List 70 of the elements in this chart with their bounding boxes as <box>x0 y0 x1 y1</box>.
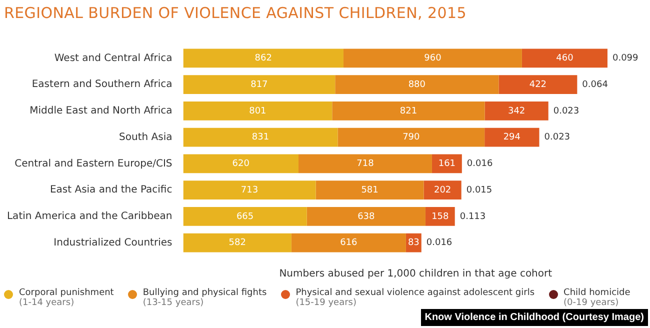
bar <box>432 154 462 174</box>
bar <box>335 75 499 94</box>
y-tick-label: East Asia and the Pacific <box>50 184 172 196</box>
bar <box>306 206 426 226</box>
data-label: 817 <box>250 80 268 90</box>
bar <box>183 206 307 226</box>
bar <box>424 180 462 200</box>
legend-label: Bullying and physical fights (13-15 years) <box>142 288 267 308</box>
data-label: 801 <box>249 106 266 116</box>
data-label: 0.113 <box>460 212 486 222</box>
data-label: 0.099 <box>612 54 639 64</box>
data-label: 0.015 <box>466 185 492 196</box>
bar <box>183 48 344 68</box>
bar <box>332 101 485 120</box>
y-tick-label: West and Central Africa <box>54 52 172 64</box>
data-label: 581 <box>361 185 378 196</box>
legend-label: Child homicide (0-19 years) <box>564 288 630 308</box>
x-axis-title: Numbers abused per 1,000 children in that age cohort <box>279 268 552 280</box>
y-tick-label: South Asia <box>119 132 172 143</box>
data-label: 0.023 <box>553 106 580 116</box>
data-label: 713 <box>240 185 258 196</box>
bar <box>484 128 540 147</box>
data-label: 0.016 <box>426 238 452 248</box>
data-label: 831 <box>252 132 270 143</box>
data-label: 582 <box>228 238 246 248</box>
bar <box>183 101 332 120</box>
legend-label: Physical and sexual violence against adolescent girls (15-19 years) <box>296 288 535 308</box>
data-label: 422 <box>529 80 547 90</box>
data-label: 880 <box>408 80 426 90</box>
legend-label: Corporal punishment (1-14 years) <box>19 288 114 308</box>
data-label: 294 <box>503 132 521 143</box>
bar <box>316 180 424 200</box>
bar <box>183 233 292 252</box>
bar <box>484 101 548 120</box>
data-label: 0.023 <box>544 132 570 143</box>
data-label: 821 <box>400 106 418 116</box>
y-tick-label: Central and Eastern Europe/CIS <box>14 158 172 170</box>
chart-title: REGIONAL BURDEN OF VIOLENCE AGAINST CHILDREN, 2015 <box>4 4 466 22</box>
data-label: 83 <box>408 238 420 248</box>
data-label: 460 <box>556 54 574 64</box>
bar <box>183 128 338 147</box>
bar <box>183 75 336 94</box>
data-label: 862 <box>254 54 272 64</box>
data-label: 665 <box>236 212 254 222</box>
bar <box>183 154 298 174</box>
data-label: 0.064 <box>582 80 608 90</box>
bar <box>183 180 316 200</box>
data-label: 342 <box>508 106 526 116</box>
data-label: 161 <box>438 159 456 170</box>
data-label: 960 <box>424 54 442 64</box>
bar <box>425 206 455 226</box>
data-label: 790 <box>402 132 420 143</box>
bar <box>291 233 406 252</box>
y-tick-label: Eastern and Southern Africa <box>32 79 172 90</box>
text: Know Violence in Childhood (Courtesy Image) <box>420 309 648 326</box>
y-tick-label: Industrialized Countries <box>54 237 172 248</box>
bar <box>338 128 485 147</box>
data-label: 718 <box>356 159 374 170</box>
bar <box>498 75 578 94</box>
bar <box>298 154 432 174</box>
data-label: 158 <box>432 212 450 222</box>
y-tick-label: Middle East and North Africa <box>30 106 172 117</box>
y-tick-label: Latin America and the Caribbean <box>6 211 172 222</box>
data-label: 0.016 <box>466 159 493 170</box>
bar <box>343 48 522 68</box>
data-label: 620 <box>232 159 250 170</box>
bar <box>522 48 608 68</box>
data-label: 616 <box>340 238 358 248</box>
data-label: 638 <box>358 212 376 222</box>
data-label: 202 <box>434 185 452 196</box>
